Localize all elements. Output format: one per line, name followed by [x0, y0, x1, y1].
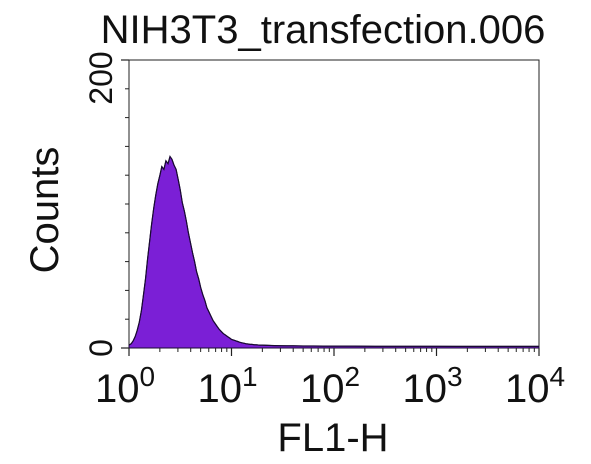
x-tick-label: 103 — [402, 361, 462, 411]
y-tick-label: 200 — [83, 51, 119, 104]
y-axis-label: Counts — [23, 147, 67, 274]
plot-area — [128, 59, 540, 349]
histogram-outline — [128, 155, 539, 347]
x-axis-label: FL1-H — [277, 416, 388, 460]
x-tick-label: 100 — [95, 361, 155, 411]
x-tick-label: 104 — [505, 361, 565, 411]
x-tick-label: 102 — [300, 361, 360, 411]
axis-ticks: 100 101 102 103 104 0 200 — [83, 51, 565, 411]
histogram-area — [128, 155, 540, 349]
chart-title: NIH3T3_transfection.006 — [101, 8, 546, 52]
y-tick-label: 0 — [83, 339, 119, 357]
x-tick-label: 101 — [197, 361, 257, 411]
